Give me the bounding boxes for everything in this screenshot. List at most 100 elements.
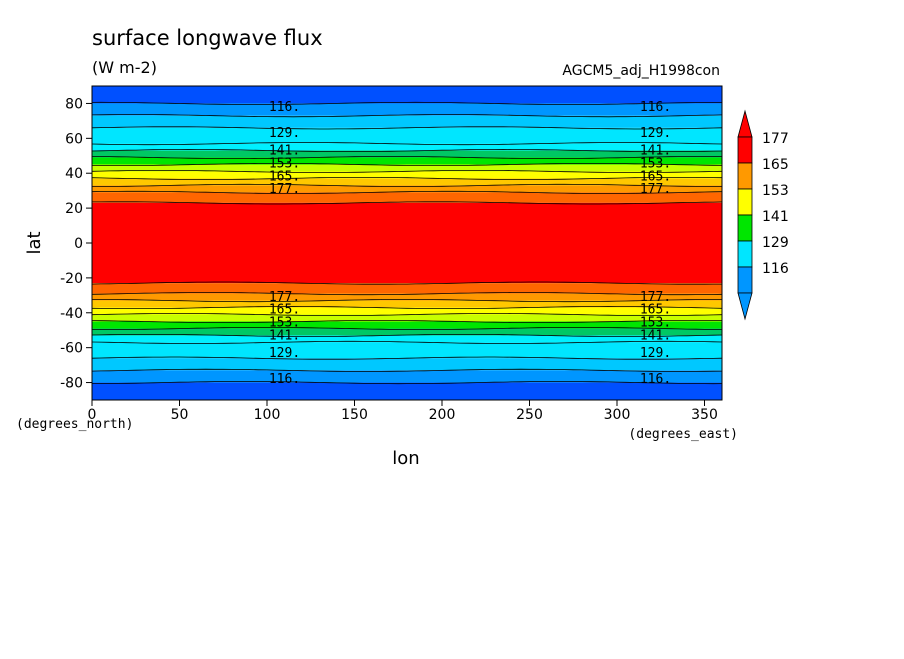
y-axis: 80 60 40 20 0 -20 -40 -60 -80 [60,96,92,392]
contour-line-14 [92,299,722,303]
band-23 [92,370,722,383]
colorbar-label-0: 177 [762,131,789,147]
band-12 [92,202,722,284]
contour-labels: 116. 116.129. 129.141. 141.153. 153.165. 165.… [269,100,671,387]
contour-line-17 [91,320,723,323]
contour-line-8 [91,177,723,181]
band-15 [92,300,722,308]
band-5 [92,150,722,158]
contour-label-0-0: 116. [269,100,300,115]
colorbar-segment-2 [737,188,753,216]
band-0 [92,86,722,104]
contour-line-2 [91,126,723,130]
contour-label-3-1: 153. [640,157,671,172]
band-4 [92,143,722,151]
contour-label-5-1: 177. [640,182,671,197]
chart-units: (W m-2) [92,58,157,77]
x-tick-label-5: 250 [516,407,543,423]
contour-line-22 [91,368,723,372]
experiment-label: AGCM5_adj_H1998con [562,63,720,79]
band-1 [92,103,722,116]
contour-label-10-1: 129. [640,346,671,361]
colorbar-over-arrow [737,109,753,138]
contour-line-21 [91,356,723,360]
contour-line-20 [91,340,723,344]
x-axis: 0 50 100 150 200 250 300 350 [88,400,718,423]
contour-line-10 [91,190,723,194]
contour-label-5-0: 177. [269,182,300,197]
contour-line-16 [91,313,723,316]
colorbar-segment-0 [737,136,753,164]
contour-label-1-0: 129. [269,126,300,141]
colorbar-label-3: 141 [762,209,789,225]
y-tick-label-7: -60 [60,341,83,357]
band-17 [92,314,722,322]
contour-label-10-0: 129. [269,346,300,361]
colorbar-segment-1 [737,162,753,190]
band-7 [92,164,722,172]
contour-line-15 [91,305,723,309]
x-tick-label-3: 150 [341,407,368,423]
band-13 [92,283,722,294]
y-tick-label-6: -40 [60,306,83,322]
colorbar-label-5: 116 [762,261,789,277]
band-10 [92,185,722,193]
contour-label-9-0: 141. [269,328,300,343]
y-tick-label-5: -20 [60,271,83,287]
contour-line-7 [91,170,723,173]
contour-label-8-1: 153. [640,315,671,330]
colorbar-label-4: 129 [762,235,789,251]
contour-label-4-0: 165. [269,170,300,185]
band-11 [92,192,722,203]
band-18 [92,321,722,329]
colorbar-segment-4 [737,240,753,268]
y-tick-label-1: 60 [65,131,83,147]
contour-line-3 [91,142,723,146]
band-3 [92,127,722,144]
contour-line-6 [91,163,723,166]
y-tick-label-8: -80 [60,376,83,392]
band-19 [92,328,722,336]
y-units-label: (degrees_north) [16,417,133,432]
x-tick-label-4: 200 [429,407,456,423]
contour-line-4 [91,148,723,152]
contour-label-6-0: 177. [269,290,300,305]
color-bands [92,86,722,400]
contour-line-5 [92,156,723,159]
band-9 [92,178,722,186]
y-tick-label-2: 40 [65,166,83,182]
x-tick-label-0: 0 [88,407,97,423]
contour-label-4-1: 165. [640,170,671,185]
y-tick-label-4: 0 [74,236,83,252]
band-22 [92,358,722,371]
contour-line-12 [91,281,722,285]
contour-line-19 [91,334,723,338]
contour-label-8-0: 153. [269,315,300,330]
contour-label-11-0: 116. [269,372,300,387]
chart-title: surface longwave flux [92,26,323,50]
y-axis-label: lat [24,231,45,254]
contour-label-7-1: 165. [640,302,671,317]
contour-label-1-1: 129. [640,126,671,141]
contour-label-11-1: 116. [640,372,671,387]
band-16 [92,307,722,315]
x-tick-label-2: 100 [254,407,281,423]
contour-label-9-1: 141. [640,328,671,343]
x-axis-label: lon [392,448,419,469]
contour-line-13 [91,292,723,296]
x-tick-label-1: 50 [171,407,189,423]
band-20 [92,335,722,343]
contour-line-11 [92,201,723,205]
colorbar-label-2: 153 [762,183,789,199]
contour-label-3-0: 153. [269,157,300,172]
contour-line-23 [92,381,723,385]
band-6 [92,157,722,165]
contour-label-0-1: 116. [640,100,671,115]
contour-line-18 [91,327,722,330]
colorbar-segment-5 [737,266,753,294]
contour-label-2-1: 141. [640,144,671,159]
x-tick-label-7: 350 [691,407,718,423]
band-2 [92,115,722,128]
contour-label-2-0: 141. [269,144,300,159]
